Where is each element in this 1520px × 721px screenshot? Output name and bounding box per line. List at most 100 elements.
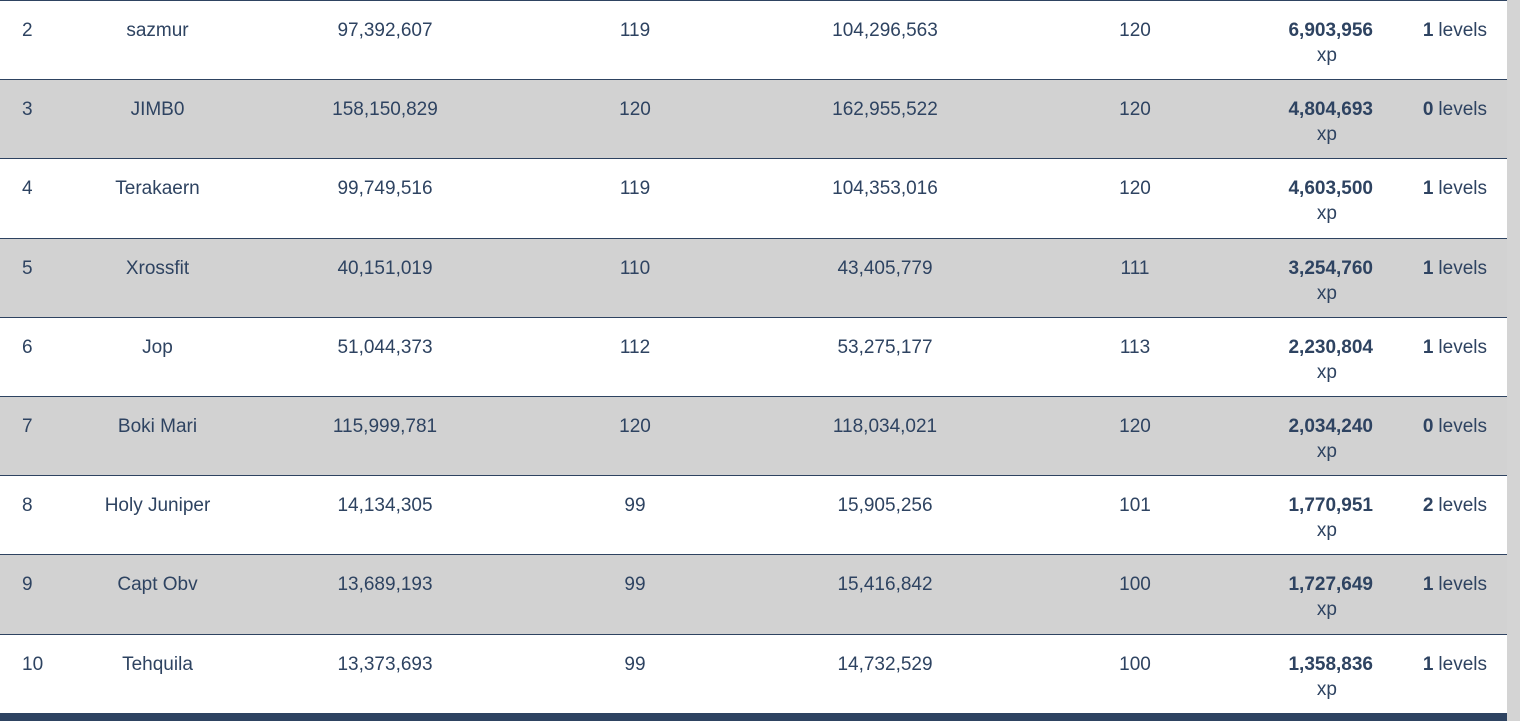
rank-cell: 8 bbox=[22, 495, 33, 517]
gained-xp-value: 4,603,500 bbox=[1288, 178, 1373, 200]
xp-unit-label: xp bbox=[1316, 45, 1337, 66]
end-xp-cell: 162,955,522 bbox=[832, 99, 938, 121]
start-xp-cell: 115,999,781 bbox=[332, 415, 438, 437]
xp-unit-label: xp bbox=[1316, 124, 1337, 146]
end-xp-cell: 14,732,529 bbox=[837, 653, 933, 675]
player-name: Boki Mari bbox=[117, 415, 198, 437]
gained-xp-value: 2,034,240 bbox=[1288, 415, 1373, 437]
gained-xp-value: 4,804,693 bbox=[1288, 99, 1373, 121]
gained-levels-cell: 1 levels bbox=[1385, 159, 1507, 237]
gained-levels-cell: 1 levels bbox=[1385, 239, 1507, 317]
table-row: 10 Tehquila 13,373,693 99 14,732,529 100… bbox=[0, 634, 1507, 714]
gained-levels-cell: 2 levels bbox=[1385, 476, 1507, 554]
rank-cell: 6 bbox=[22, 336, 33, 358]
end-level-cell: 100 bbox=[1119, 653, 1151, 675]
table-row: 5 Xrossfit 40,151,019 110 43,405,779 111… bbox=[0, 238, 1507, 318]
gained-levels-value: 2 bbox=[1422, 495, 1434, 517]
xp-unit-label: xp bbox=[1316, 520, 1337, 542]
start-level-cell: 120 bbox=[619, 415, 651, 437]
levels-unit-label: levels bbox=[1438, 99, 1487, 121]
start-xp-cell: 51,044,373 bbox=[337, 336, 433, 358]
levels-unit-label: levels bbox=[1438, 257, 1487, 279]
start-level-cell: 99 bbox=[624, 653, 646, 675]
start-xp-cell: 158,150,829 bbox=[332, 99, 438, 121]
start-level-cell: 110 bbox=[619, 257, 651, 279]
start-level-cell: 112 bbox=[619, 336, 651, 358]
table-row: 3 JIMB0 158,150,829 120 162,955,522 120 … bbox=[0, 80, 1507, 160]
gained-levels-cell: 0 levels bbox=[1385, 397, 1507, 475]
end-xp-cell: 104,296,563 bbox=[832, 20, 938, 41]
table-row: 4 Terakaern 99,749,516 119 104,353,016 1… bbox=[0, 159, 1507, 239]
gained-xp-value: 1,727,649 bbox=[1288, 574, 1373, 596]
start-xp-cell: 99,749,516 bbox=[337, 178, 433, 200]
levels-unit-label: levels bbox=[1438, 178, 1487, 200]
gained-xp-cell: 1,770,951 xp bbox=[1255, 476, 1385, 554]
levels-unit-label: levels bbox=[1438, 20, 1487, 41]
rank-cell: 4 bbox=[22, 178, 33, 200]
gained-levels-value: 1 bbox=[1422, 20, 1434, 41]
start-xp-cell: 14,134,305 bbox=[337, 495, 433, 517]
xp-unit-label: xp bbox=[1316, 203, 1337, 225]
end-xp-cell: 53,275,177 bbox=[837, 336, 933, 358]
levels-unit-label: levels bbox=[1438, 415, 1487, 437]
xp-unit-label: xp bbox=[1316, 440, 1337, 462]
table-row: 6 Jop 51,044,373 112 53,275,177 113 2,23… bbox=[0, 317, 1507, 397]
player-name: Capt Obv bbox=[117, 574, 198, 596]
gained-xp-value: 6,903,956 bbox=[1288, 20, 1373, 41]
gained-levels-cell: 1 levels bbox=[1385, 318, 1507, 396]
start-level-cell: 119 bbox=[619, 178, 651, 200]
table-row: 9 Capt Obv 13,689,193 99 15,416,842 100 … bbox=[0, 555, 1507, 635]
rank-cell: 2 bbox=[22, 20, 33, 41]
gained-levels-cell: 1 levels bbox=[1385, 635, 1507, 713]
gained-levels-cell: 1 levels bbox=[1385, 555, 1507, 633]
end-xp-cell: 118,034,021 bbox=[832, 415, 938, 437]
levels-unit-label: levels bbox=[1438, 574, 1487, 596]
end-xp-cell: 43,405,779 bbox=[837, 257, 933, 279]
gained-levels-cell: 1 levels bbox=[1385, 1, 1507, 79]
gained-levels-value: 0 bbox=[1422, 415, 1434, 437]
gained-xp-cell: 3,254,760 xp bbox=[1255, 239, 1385, 317]
gained-levels-value: 1 bbox=[1422, 257, 1434, 279]
player-name: sazmur bbox=[126, 20, 189, 41]
levels-unit-label: levels bbox=[1438, 653, 1487, 675]
gained-levels-value: 1 bbox=[1422, 178, 1434, 200]
end-level-cell: 100 bbox=[1119, 574, 1151, 596]
player-name: Terakaern bbox=[115, 178, 200, 200]
gained-levels-value: 1 bbox=[1422, 574, 1434, 596]
xp-unit-label: xp bbox=[1316, 599, 1337, 621]
gained-levels-value: 1 bbox=[1422, 653, 1434, 675]
rank-cell: 7 bbox=[22, 415, 33, 437]
player-name: JIMB0 bbox=[130, 99, 185, 121]
rank-cell: 10 bbox=[22, 653, 44, 675]
gained-xp-cell: 2,230,804 xp bbox=[1255, 318, 1385, 396]
end-level-cell: 111 bbox=[1120, 257, 1150, 279]
gained-xp-value: 1,770,951 bbox=[1288, 495, 1373, 517]
start-level-cell: 120 bbox=[619, 99, 651, 121]
table-bottom-border bbox=[0, 713, 1507, 721]
gained-levels-value: 1 bbox=[1422, 336, 1434, 358]
end-level-cell: 120 bbox=[1119, 20, 1151, 41]
rank-cell: 3 bbox=[22, 99, 33, 121]
end-level-cell: 113 bbox=[1119, 336, 1151, 358]
table-row: 7 Boki Mari 115,999,781 120 118,034,021 … bbox=[0, 396, 1507, 477]
end-level-cell: 120 bbox=[1119, 415, 1151, 437]
xp-unit-label: xp bbox=[1316, 282, 1337, 304]
gained-xp-cell: 6,903,956 xp bbox=[1255, 1, 1385, 79]
end-xp-cell: 104,353,016 bbox=[832, 178, 938, 200]
gained-levels-cell: 0 levels bbox=[1385, 80, 1507, 158]
start-xp-cell: 40,151,019 bbox=[337, 257, 433, 279]
player-name: Tehquila bbox=[122, 653, 193, 675]
start-xp-cell: 97,392,607 bbox=[337, 20, 433, 41]
gained-xp-value: 1,358,836 bbox=[1288, 653, 1373, 675]
levels-unit-label: levels bbox=[1438, 336, 1487, 358]
rank-cell: 5 bbox=[22, 257, 33, 279]
start-level-cell: 99 bbox=[624, 495, 646, 517]
end-level-cell: 101 bbox=[1119, 495, 1151, 517]
table-row: 2 sazmur 97,392,607 119 104,296,563 120 … bbox=[0, 1, 1507, 81]
start-xp-cell: 13,373,693 bbox=[337, 653, 433, 675]
table-row: 8 Holy Juniper 14,134,305 99 15,905,256 … bbox=[0, 476, 1507, 556]
gained-xp-value: 2,230,804 bbox=[1288, 336, 1373, 358]
gained-xp-cell: 1,358,836 xp bbox=[1255, 635, 1385, 713]
start-level-cell: 99 bbox=[624, 574, 646, 596]
